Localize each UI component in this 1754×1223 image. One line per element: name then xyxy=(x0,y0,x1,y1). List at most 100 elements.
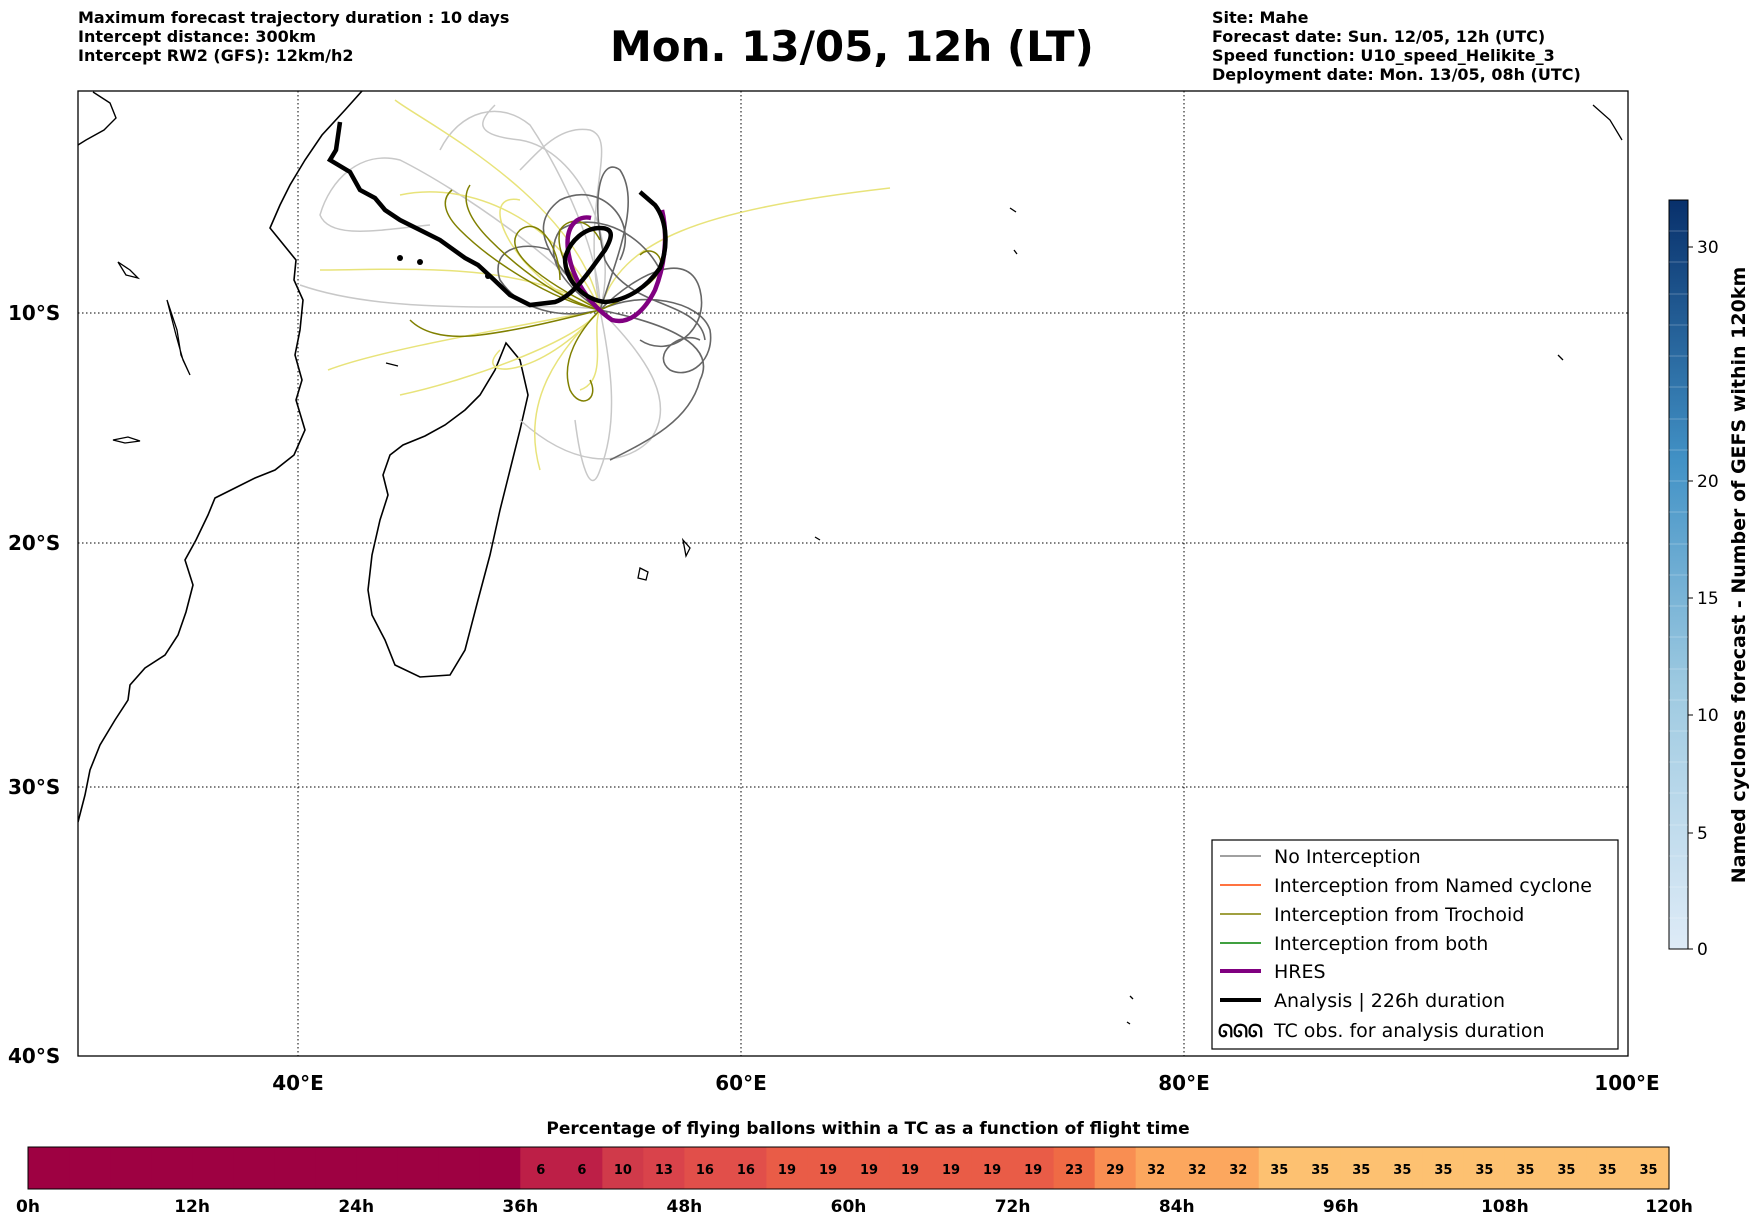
percentage-cell xyxy=(1340,1147,1383,1189)
forecast-parameters: Maximum forecast trajectory duration : 1… xyxy=(78,8,509,65)
percentage-cell xyxy=(69,1147,111,1189)
percentage-cell xyxy=(1176,1147,1219,1189)
colorbar-tick: 10 xyxy=(1697,706,1719,726)
time-label: 108h xyxy=(1481,1197,1529,1217)
colorbar-tick: 0 xyxy=(1697,940,1708,960)
percentage-cell xyxy=(233,1147,275,1189)
intercept-distance-text: Intercept distance: 300km xyxy=(78,27,317,46)
percentage-value: 13 xyxy=(655,1163,673,1178)
percentage-cell xyxy=(725,1147,768,1189)
intercept-rw2-text: Intercept RW2 (GFS): 12km/h2 xyxy=(78,46,354,65)
percentage-value: 35 xyxy=(1639,1163,1657,1178)
colorbar-tick: 20 xyxy=(1697,472,1719,492)
percentage-cell xyxy=(438,1147,480,1189)
bottom-bar-title: Percentage of flying ballons within a TC… xyxy=(546,1119,1189,1139)
percentage-value: 6 xyxy=(577,1163,586,1178)
forecast-date-text: Forecast date: Sun. 12/05, 12h (UTC) xyxy=(1212,27,1546,46)
legend-label: Interception from Named cyclone xyxy=(1274,875,1592,897)
percentage-cell xyxy=(356,1147,398,1189)
lon-label: 80°E xyxy=(1158,1071,1210,1095)
percentage-cell xyxy=(848,1147,891,1189)
deployment-date-text: Deployment date: Mon. 13/05, 08h (UTC) xyxy=(1212,65,1581,84)
percentage-value: 10 xyxy=(614,1163,632,1178)
graticule xyxy=(78,91,1628,1056)
percentage-value: 35 xyxy=(1557,1163,1575,1178)
legend-label: Interception from Trochoid xyxy=(1274,904,1524,926)
percentage-cell xyxy=(684,1147,727,1189)
percentage-value: 35 xyxy=(1311,1163,1329,1178)
legend-label: No Interception xyxy=(1274,846,1421,868)
page-title: Mon. 13/05, 12h (LT) xyxy=(610,22,1094,71)
percentage-value: 19 xyxy=(901,1163,919,1178)
time-label: 84h xyxy=(1159,1197,1195,1217)
colorbar-tick: 5 xyxy=(1697,824,1708,844)
legend: ᘏᘏᘏ No Interception Interception from Na… xyxy=(1211,839,1619,1050)
percentage-cell xyxy=(110,1147,152,1189)
percentage-cell xyxy=(643,1147,685,1189)
percentage-cell xyxy=(602,1147,644,1189)
gefs-colorbar: 0 5 10 15 20 30 Named cyclones forecast … xyxy=(1668,199,1750,960)
percentage-cell xyxy=(397,1147,439,1189)
lat-label: 20°S xyxy=(8,531,60,555)
percentage-bar: 6 6 10 13 16 16 19 19 19 19 19 19 19 23 29 32 32 32 35 35 35… xyxy=(27,1146,1670,1190)
percentage-cell xyxy=(1627,1147,1670,1189)
percentage-value: 32 xyxy=(1188,1163,1206,1178)
percentage-cell xyxy=(1586,1147,1629,1189)
percentage-value: 19 xyxy=(819,1163,837,1178)
percentage-cell xyxy=(807,1147,850,1189)
lat-label: 10°S xyxy=(8,301,60,325)
percentage-cell xyxy=(1012,1147,1055,1189)
percentage-value: 32 xyxy=(1229,1163,1247,1178)
legend-label: Analysis | 226h duration xyxy=(1274,990,1505,1012)
lat-label: 30°S xyxy=(8,775,60,799)
percentage-value: 19 xyxy=(860,1163,878,1178)
percentage-value: 35 xyxy=(1434,1163,1452,1178)
percentage-cell xyxy=(889,1147,932,1189)
percentage-cell xyxy=(1053,1147,1096,1189)
percentage-cell xyxy=(315,1147,357,1189)
percentage-value: 19 xyxy=(778,1163,796,1178)
time-label: 24h xyxy=(338,1197,374,1217)
lon-axis-labels: 40°E 60°E 80°E 100°E xyxy=(272,1071,1659,1095)
percentage-cell xyxy=(1463,1147,1506,1189)
percentage-cell xyxy=(1094,1147,1137,1189)
percentage-cell xyxy=(1545,1147,1588,1189)
small-islands xyxy=(112,104,1623,1025)
time-label: 48h xyxy=(667,1197,703,1217)
trajectory-duration-text: Maximum forecast trajectory duration : 1… xyxy=(78,8,510,27)
percentage-value: 35 xyxy=(1352,1163,1370,1178)
percentage-cell xyxy=(479,1147,521,1189)
analysis-markers xyxy=(397,255,491,279)
lon-label: 100°E xyxy=(1594,1071,1659,1095)
time-label: 120h xyxy=(1645,1197,1693,1217)
percentage-value: 35 xyxy=(1516,1163,1534,1178)
percentage-cell xyxy=(1422,1147,1465,1189)
percentage-cell xyxy=(192,1147,234,1189)
percentage-value: 35 xyxy=(1475,1163,1493,1178)
grey-trajectories xyxy=(299,104,662,482)
legend-label: HRES xyxy=(1274,961,1326,983)
percentage-value: 35 xyxy=(1598,1163,1616,1178)
legend-label: Interception from both xyxy=(1274,933,1488,955)
percentage-value: 23 xyxy=(1065,1163,1083,1178)
percentage-cell xyxy=(1504,1147,1547,1189)
percentage-value: 19 xyxy=(983,1163,1001,1178)
percentage-cell xyxy=(28,1147,70,1189)
percentage-value: 19 xyxy=(1024,1163,1042,1178)
percentage-cell xyxy=(971,1147,1014,1189)
lat-label: 40°S xyxy=(8,1044,60,1068)
percentage-cell xyxy=(1217,1147,1260,1189)
legend-swatch-tc-obs: ᘏᘏᘏ xyxy=(1218,1021,1263,1042)
site-parameters: Site: Mahe Forecast date: Sun. 12/05, 12… xyxy=(1212,8,1581,84)
time-label: 60h xyxy=(831,1197,867,1217)
percentage-cell xyxy=(274,1147,316,1189)
percentage-value: 6 xyxy=(536,1163,545,1178)
lon-label: 40°E xyxy=(272,1071,324,1095)
time-label: 12h xyxy=(174,1197,210,1217)
percentage-cell xyxy=(561,1147,603,1189)
percentage-cell xyxy=(1135,1147,1178,1189)
percentage-value: 32 xyxy=(1147,1163,1165,1178)
speed-function-text: Speed function: U10_speed_Helikite_3 xyxy=(1212,46,1555,65)
madagascar-island xyxy=(367,341,529,678)
